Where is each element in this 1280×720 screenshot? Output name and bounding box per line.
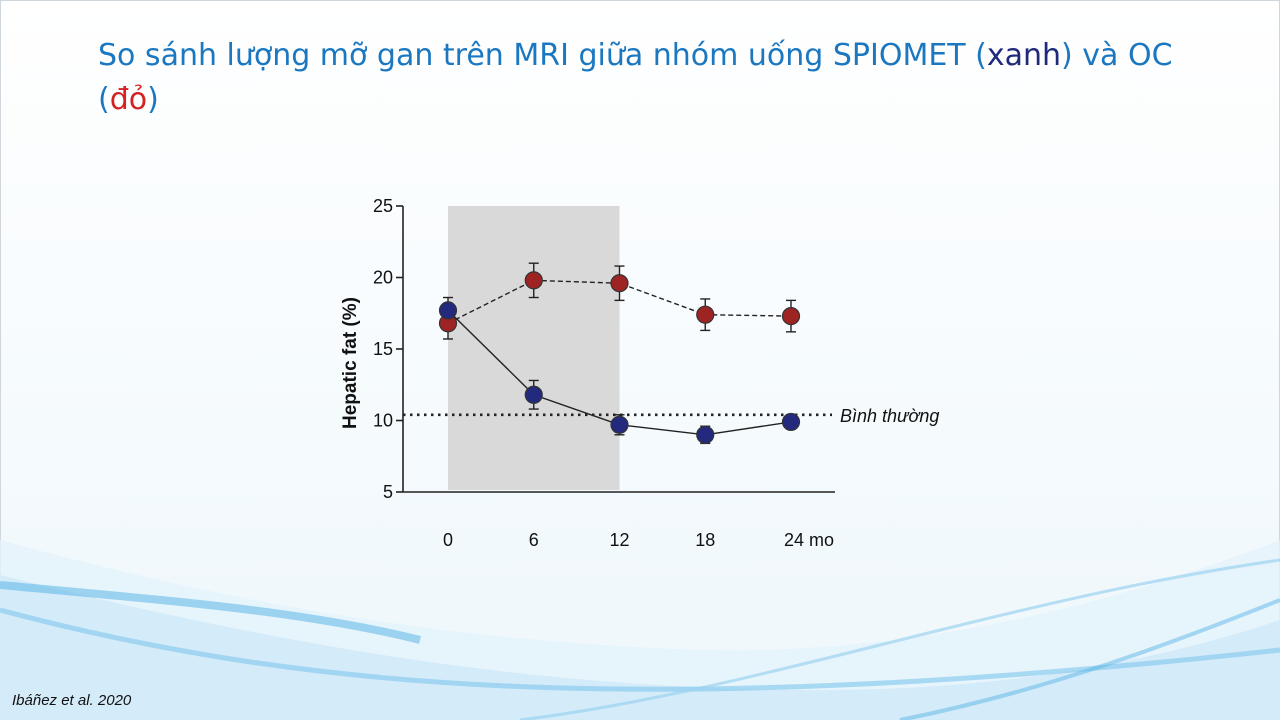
y-tick-label: 10 [373, 411, 393, 431]
data-point-spiomet [438, 301, 458, 320]
x-tick-label: 12 [609, 530, 629, 550]
data-point-oc [781, 307, 801, 326]
shaded-treatment-interval [448, 206, 620, 490]
slide-title: So sánh lượng mỡ gan trên MRI giữa nhóm … [98, 34, 1218, 122]
title-word-blue: xanh [986, 38, 1062, 73]
y-tick-label: 15 [373, 339, 393, 359]
x-tick-label: 6 [529, 530, 539, 550]
reference-line-label: Bình thường [840, 406, 939, 426]
data-point-spiomet [696, 425, 715, 444]
data-point-spiomet [610, 415, 629, 434]
data-point-oc [524, 271, 543, 290]
hepatic-fat-chart: 5 10 15 20 25 0 6 12 18 24 mo Hepatic fat (%) Bình … [340, 196, 939, 550]
title-word-red: đỏ [109, 82, 148, 117]
y-tick-label: 20 [373, 268, 393, 288]
title-text-1: So sánh lượng mỡ gan trên MRI giữa nhóm … [98, 38, 987, 73]
title-text-2: ) và OC ( [98, 38, 1173, 117]
title-text-3: ) [147, 82, 159, 117]
x-tick-label: 24 mo [784, 530, 834, 550]
y-tick-label: 5 [383, 482, 393, 502]
data-point-oc [696, 305, 715, 324]
citation: Ibáñez et al. 2020 [12, 692, 132, 709]
data-point-oc [610, 274, 629, 293]
y-axis-label: Hepatic fat (%) [340, 297, 361, 429]
y-tick-label: 25 [373, 196, 393, 216]
x-tick-label: 18 [695, 530, 715, 550]
data-point-spiomet [781, 412, 801, 432]
data-point-spiomet [524, 385, 543, 404]
x-tick-label: 0 [443, 530, 453, 550]
